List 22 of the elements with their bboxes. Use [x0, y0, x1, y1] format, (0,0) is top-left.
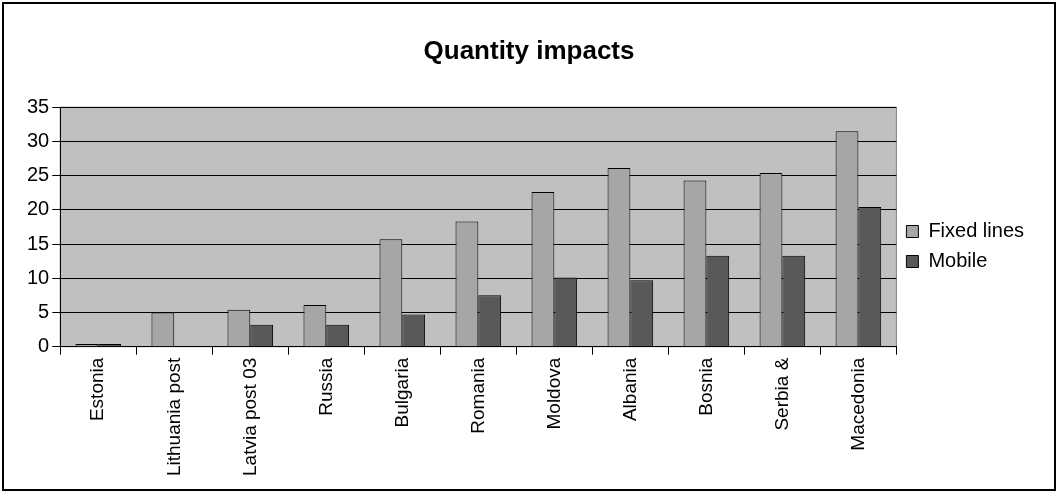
- x-tick-label: Romania: [466, 357, 488, 434]
- x-tick-label: Bulgaria: [390, 357, 412, 428]
- y-tick-label: 30: [27, 128, 50, 151]
- x-tick-label: Macedonia: [846, 357, 868, 451]
- x-tick-label: Serbia &: [770, 357, 792, 431]
- y-tick-label: 10: [27, 265, 50, 288]
- x-tick-label: Moldova: [542, 357, 564, 430]
- y-tick-label: 0: [38, 334, 50, 357]
- x-tick-label: Lithuania post: [162, 356, 184, 477]
- y-tick-label: 35: [27, 94, 50, 117]
- x-tick-label: Latvia post 03: [238, 357, 260, 476]
- y-tick-label: 15: [27, 231, 50, 254]
- chart-title: Quantity impacts: [423, 34, 635, 65]
- x-tick-label: Bosnia: [694, 357, 716, 416]
- x-tick-label: Albania: [618, 357, 640, 422]
- x-tick-label: Russia: [314, 357, 336, 416]
- y-tick-label: 25: [27, 163, 50, 186]
- y-tick-label: 5: [38, 299, 50, 322]
- y-tick-label: 20: [27, 197, 50, 220]
- legend-label: Mobile: [928, 249, 988, 272]
- legend-label: Fixed lines: [928, 219, 1025, 242]
- x-tick-label: Estonia: [86, 357, 108, 422]
